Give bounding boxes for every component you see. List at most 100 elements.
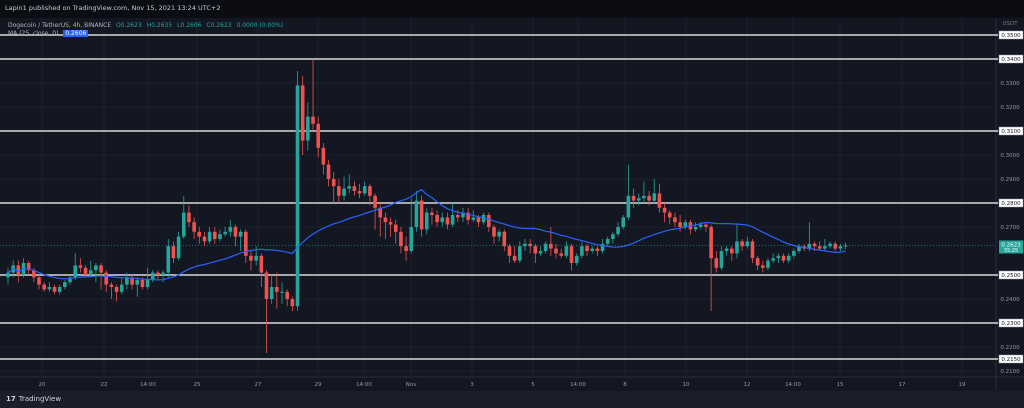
candle-up[interactable] <box>440 217 445 223</box>
candle-up[interactable] <box>543 243 548 251</box>
candle-down[interactable] <box>678 222 682 227</box>
candle-up[interactable] <box>776 255 781 259</box>
candle-up[interactable] <box>693 227 698 230</box>
candle-down[interactable] <box>388 222 393 225</box>
candle-up[interactable] <box>611 234 615 239</box>
candle-down[interactable] <box>311 116 315 124</box>
candle-up[interactable] <box>497 231 501 237</box>
candle-down[interactable] <box>316 123 320 148</box>
candle-up[interactable] <box>564 246 569 256</box>
candle-down[interactable] <box>300 85 305 141</box>
candle-up[interactable] <box>228 227 233 232</box>
candle-up[interactable] <box>218 234 222 239</box>
candle-up[interactable] <box>590 248 595 251</box>
candle-down[interactable] <box>197 231 202 237</box>
candle-down[interactable] <box>595 248 600 251</box>
candle-up[interactable] <box>238 231 243 237</box>
candle-down[interactable] <box>554 248 558 254</box>
candle-up[interactable] <box>766 260 770 268</box>
candle-up[interactable] <box>828 243 832 247</box>
candle-up[interactable] <box>409 227 414 251</box>
candle-up[interactable] <box>73 265 78 278</box>
candle-up[interactable] <box>642 195 646 199</box>
candle-down[interactable] <box>171 246 176 259</box>
candle-down[interactable] <box>140 279 145 287</box>
candle-down[interactable] <box>99 265 103 273</box>
candle-up[interactable] <box>735 241 739 254</box>
candle-down[interactable] <box>812 243 817 247</box>
candle-down[interactable] <box>130 277 134 285</box>
candle-up[interactable] <box>461 212 465 218</box>
candle-up[interactable] <box>471 217 476 220</box>
candle-down[interactable] <box>83 267 88 275</box>
candle-down[interactable] <box>78 265 83 268</box>
candle-up[interactable] <box>6 272 10 278</box>
candle-down[interactable] <box>647 195 651 201</box>
candle-down[interactable] <box>533 246 538 254</box>
candle-up[interactable] <box>94 265 98 271</box>
candle-down[interactable] <box>368 186 372 196</box>
candle-down[interactable] <box>445 217 450 225</box>
candle-down[interactable] <box>512 255 517 261</box>
candle-down[interactable] <box>750 241 755 259</box>
candle-down[interactable] <box>657 193 662 208</box>
candle-down[interactable] <box>549 243 553 249</box>
candle-up[interactable] <box>605 239 610 244</box>
candle-up[interactable] <box>523 243 527 247</box>
candle-down[interactable] <box>393 224 398 232</box>
candle-up[interactable] <box>119 284 124 292</box>
candle-down[interactable] <box>631 195 636 201</box>
candle-up[interactable] <box>792 251 796 256</box>
candle-up[interactable] <box>574 255 579 263</box>
candle-down[interactable] <box>26 263 31 271</box>
candle-up[interactable] <box>342 188 346 196</box>
candle-up[interactable] <box>771 258 775 261</box>
candle-down[interactable] <box>507 246 512 256</box>
candle-down[interactable] <box>42 284 46 290</box>
candle-down[interactable] <box>249 255 253 261</box>
candle-down[interactable] <box>52 287 57 292</box>
candle-up[interactable] <box>176 236 181 259</box>
candle-down[interactable] <box>761 265 765 268</box>
candle-down[interactable] <box>16 265 21 275</box>
candle-up[interactable] <box>47 287 52 290</box>
candle-up[interactable] <box>843 245 848 247</box>
candle-down[interactable] <box>709 227 713 259</box>
candle-down[interactable] <box>109 284 114 287</box>
candle-down[interactable] <box>662 207 667 213</box>
candle-up[interactable] <box>724 248 729 251</box>
candle-down[interactable] <box>192 222 196 232</box>
candle-up[interactable] <box>626 195 631 218</box>
candle-down[interactable] <box>502 231 507 247</box>
price-axis[interactable] <box>996 18 1024 377</box>
candle-up[interactable] <box>698 224 703 227</box>
candle-down[interactable] <box>213 231 217 239</box>
candle-up[interactable] <box>207 231 212 242</box>
candle-up[interactable] <box>481 215 486 223</box>
candle-up[interactable] <box>280 291 284 293</box>
symbol-name[interactable]: Dogecoin / TetherUS, 4h, BINANCE <box>8 22 112 29</box>
candle-up[interactable] <box>145 279 150 287</box>
candle-up[interactable] <box>414 200 419 227</box>
candle-down[interactable] <box>32 270 36 278</box>
candle-down[interactable] <box>233 227 238 237</box>
candle-down[interactable] <box>673 217 677 223</box>
candle-down[interactable] <box>487 215 491 227</box>
candle-down[interactable] <box>781 255 786 261</box>
candle-up[interactable] <box>125 277 129 285</box>
candle-down[interactable] <box>585 246 589 251</box>
candle-up[interactable] <box>745 241 750 247</box>
tradingview-logo[interactable]: 17 TradingView <box>6 395 61 403</box>
candle-up[interactable] <box>621 217 626 227</box>
candle-up[interactable] <box>254 255 258 261</box>
candle-up[interactable] <box>57 287 62 292</box>
ma-label[interactable]: MA (25, close, 0) <box>8 30 59 37</box>
candle-down[interactable] <box>435 215 439 223</box>
candle-down[interactable] <box>559 253 563 256</box>
candle-up[interactable] <box>88 270 93 275</box>
candle-down[interactable] <box>704 224 708 227</box>
candle-down[interactable] <box>383 217 388 223</box>
candle-down[interactable] <box>404 246 408 251</box>
candle-down[interactable] <box>321 147 326 165</box>
candle-up[interactable] <box>362 186 367 194</box>
